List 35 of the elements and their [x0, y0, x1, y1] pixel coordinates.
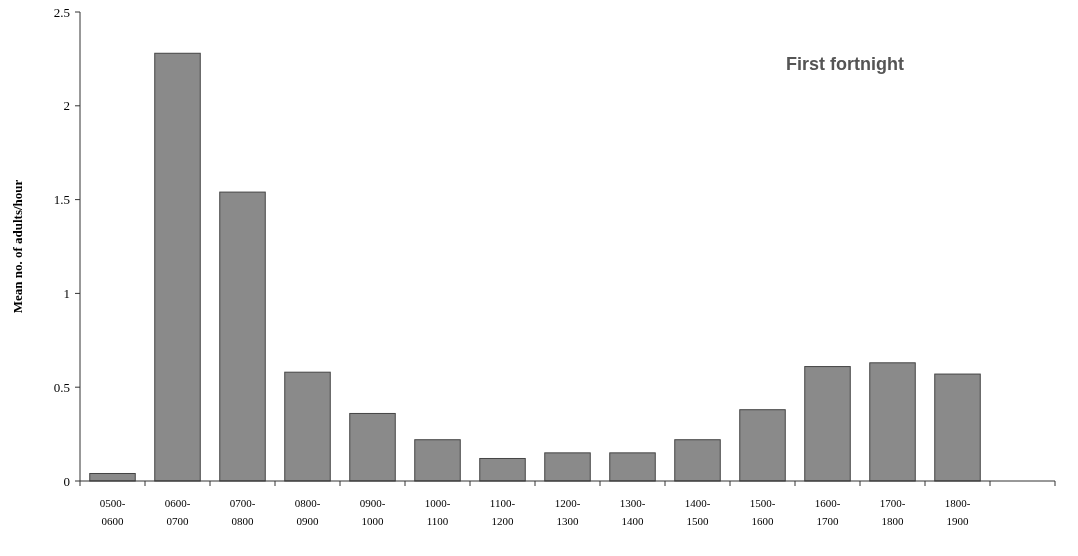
x-tick-label: 1000-1100 [424, 497, 451, 527]
x-tick-label: 1100-1200 [489, 497, 516, 527]
text: First fortnight [786, 54, 904, 74]
bar [544, 452, 591, 482]
bar [349, 412, 396, 482]
bar [284, 371, 331, 482]
bar [869, 362, 916, 482]
bar [674, 439, 721, 482]
y-axis-title: Mean no. of adults/hour [10, 179, 25, 314]
x-tick-label: 0900-1000 [359, 497, 386, 527]
x-tick-label: 0600-0700 [164, 497, 191, 527]
x-tick-label: 1800-1900 [944, 497, 971, 527]
y-tick-label: 1 [63, 285, 70, 301]
x-tick-label: 0700-0800 [229, 497, 256, 527]
x-tick-label: 1300-1400 [619, 497, 646, 527]
x-tick-label: 1500-1600 [749, 497, 776, 527]
y-tick-label: 0.5 [53, 379, 70, 395]
x-tick-label: 1700-1800 [879, 497, 906, 527]
y-tick-label: 2 [63, 98, 70, 114]
bar [154, 52, 201, 482]
bar [414, 439, 461, 482]
x-tick-label: 1400-1500 [684, 497, 711, 527]
y-tick-label: 1.5 [53, 192, 70, 208]
y-tick-label: 0 [63, 473, 70, 489]
bar [219, 191, 266, 482]
x-tick-label: 0800-0900 [294, 497, 321, 527]
y-tick-label: 2.5 [53, 4, 70, 20]
bar [804, 366, 851, 482]
x-tick-label: 0500-0600 [99, 497, 126, 527]
bar [479, 457, 526, 482]
bar [609, 452, 656, 482]
x-tick-label: 1600-1700 [814, 497, 841, 527]
x-tick-label: 1200-1300 [554, 497, 581, 527]
bar [739, 409, 786, 482]
bar [934, 373, 981, 482]
